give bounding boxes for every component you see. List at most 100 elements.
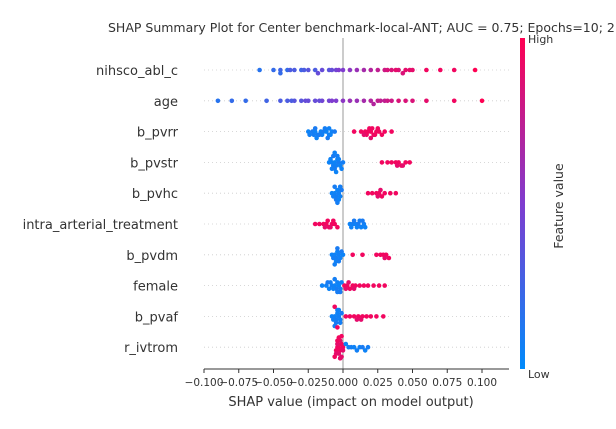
shap-point xyxy=(349,224,354,230)
shap-point xyxy=(343,341,349,347)
shap-point xyxy=(379,194,385,199)
shap-point xyxy=(335,224,340,230)
shap-point xyxy=(382,283,388,288)
shap-point xyxy=(337,286,343,292)
shap-point xyxy=(332,276,338,282)
shap-point xyxy=(312,67,318,73)
feature-label: intra_arterial_treatment xyxy=(23,218,178,233)
shap-point xyxy=(340,67,346,73)
shap-point xyxy=(388,190,393,196)
x-tick-label: −0.050 xyxy=(254,377,293,389)
shap-point xyxy=(381,314,386,319)
shap-point xyxy=(347,314,353,319)
shap-point xyxy=(350,252,356,258)
shap-point xyxy=(378,98,383,104)
shap-point xyxy=(331,255,336,261)
shap-point xyxy=(335,246,340,251)
shap-point xyxy=(396,98,401,104)
shap-point xyxy=(375,67,381,73)
shap-point xyxy=(479,98,485,104)
shap-point xyxy=(215,98,221,104)
colorbar-high-label: High xyxy=(528,33,553,46)
feature-label: b_pvdm xyxy=(126,249,178,264)
shap-point xyxy=(278,67,283,73)
shap-point xyxy=(331,218,336,224)
shap-point xyxy=(314,135,319,141)
shap-point xyxy=(375,194,381,199)
shap-point xyxy=(331,286,336,292)
shap-point xyxy=(368,314,374,319)
shap-point xyxy=(378,187,383,193)
shap-point xyxy=(301,67,307,73)
feature-label: b_pvaf xyxy=(135,310,179,325)
shap-point xyxy=(371,283,376,288)
shap-point xyxy=(340,348,346,353)
shap-point xyxy=(312,126,318,131)
shap-point xyxy=(347,67,353,73)
shap-point xyxy=(325,218,331,224)
shap-point xyxy=(335,200,340,206)
shap-point xyxy=(374,314,379,319)
shap-point xyxy=(385,98,390,104)
shap-point xyxy=(306,67,311,73)
shap-point xyxy=(354,67,360,73)
shap-point xyxy=(347,286,353,292)
shap-point xyxy=(360,252,365,258)
shap-point xyxy=(389,98,394,104)
shap-point xyxy=(424,67,429,73)
shap-point xyxy=(365,283,371,288)
shap-point xyxy=(357,283,363,288)
shap-point xyxy=(331,194,336,199)
x-tick-label: 0.100 xyxy=(467,377,497,389)
shap-point xyxy=(382,255,388,261)
shap-point xyxy=(285,98,290,104)
shap-point xyxy=(361,283,367,288)
shap-point xyxy=(407,160,413,165)
shap-point xyxy=(335,325,340,330)
shap-point xyxy=(346,280,351,285)
shap-point xyxy=(312,221,318,227)
shap-point xyxy=(361,132,367,138)
shap-point xyxy=(289,98,294,104)
shap-point xyxy=(382,129,388,134)
shap-point xyxy=(382,190,388,196)
shap-point xyxy=(368,67,374,73)
shap-point xyxy=(379,160,385,165)
x-tick-label: 0.050 xyxy=(397,377,427,389)
shap-point xyxy=(333,98,339,104)
x-tick-label: −0.100 xyxy=(185,377,224,389)
x-axis-label: SHAP value (impact on model output) xyxy=(228,395,473,410)
shap-point xyxy=(389,129,394,134)
shap-point xyxy=(347,98,353,104)
shap-point xyxy=(365,190,371,196)
shap-point xyxy=(400,70,406,76)
x-axis-ticks: −0.100−0.075−0.050−0.025 0.000 0.025 0.050 0… xyxy=(185,369,497,389)
shap-point xyxy=(325,135,331,141)
shap-point xyxy=(299,98,304,104)
shap-point xyxy=(278,98,283,104)
shap-point xyxy=(287,67,293,73)
shap-point xyxy=(278,70,283,76)
shap-point xyxy=(403,160,408,165)
shap-point xyxy=(389,160,394,165)
colorbar-low-label: Low xyxy=(528,368,550,381)
shap-point xyxy=(340,160,346,165)
colorbar-title: Feature value xyxy=(551,163,566,249)
shap-point xyxy=(322,126,328,131)
shap-point xyxy=(332,129,338,134)
shap-point xyxy=(271,67,276,73)
shap-point xyxy=(343,286,349,292)
x-tick-label: −0.075 xyxy=(219,377,258,389)
shap-point xyxy=(361,98,367,104)
shap-point xyxy=(354,317,360,322)
shap-point xyxy=(438,67,443,73)
shap-points xyxy=(215,67,485,361)
shap-point xyxy=(351,314,357,319)
shap-point xyxy=(451,98,457,104)
shap-point xyxy=(358,129,364,134)
shap-point xyxy=(333,169,339,175)
shap-point xyxy=(335,341,340,347)
shap-point xyxy=(243,98,248,104)
shap-point xyxy=(374,252,379,258)
